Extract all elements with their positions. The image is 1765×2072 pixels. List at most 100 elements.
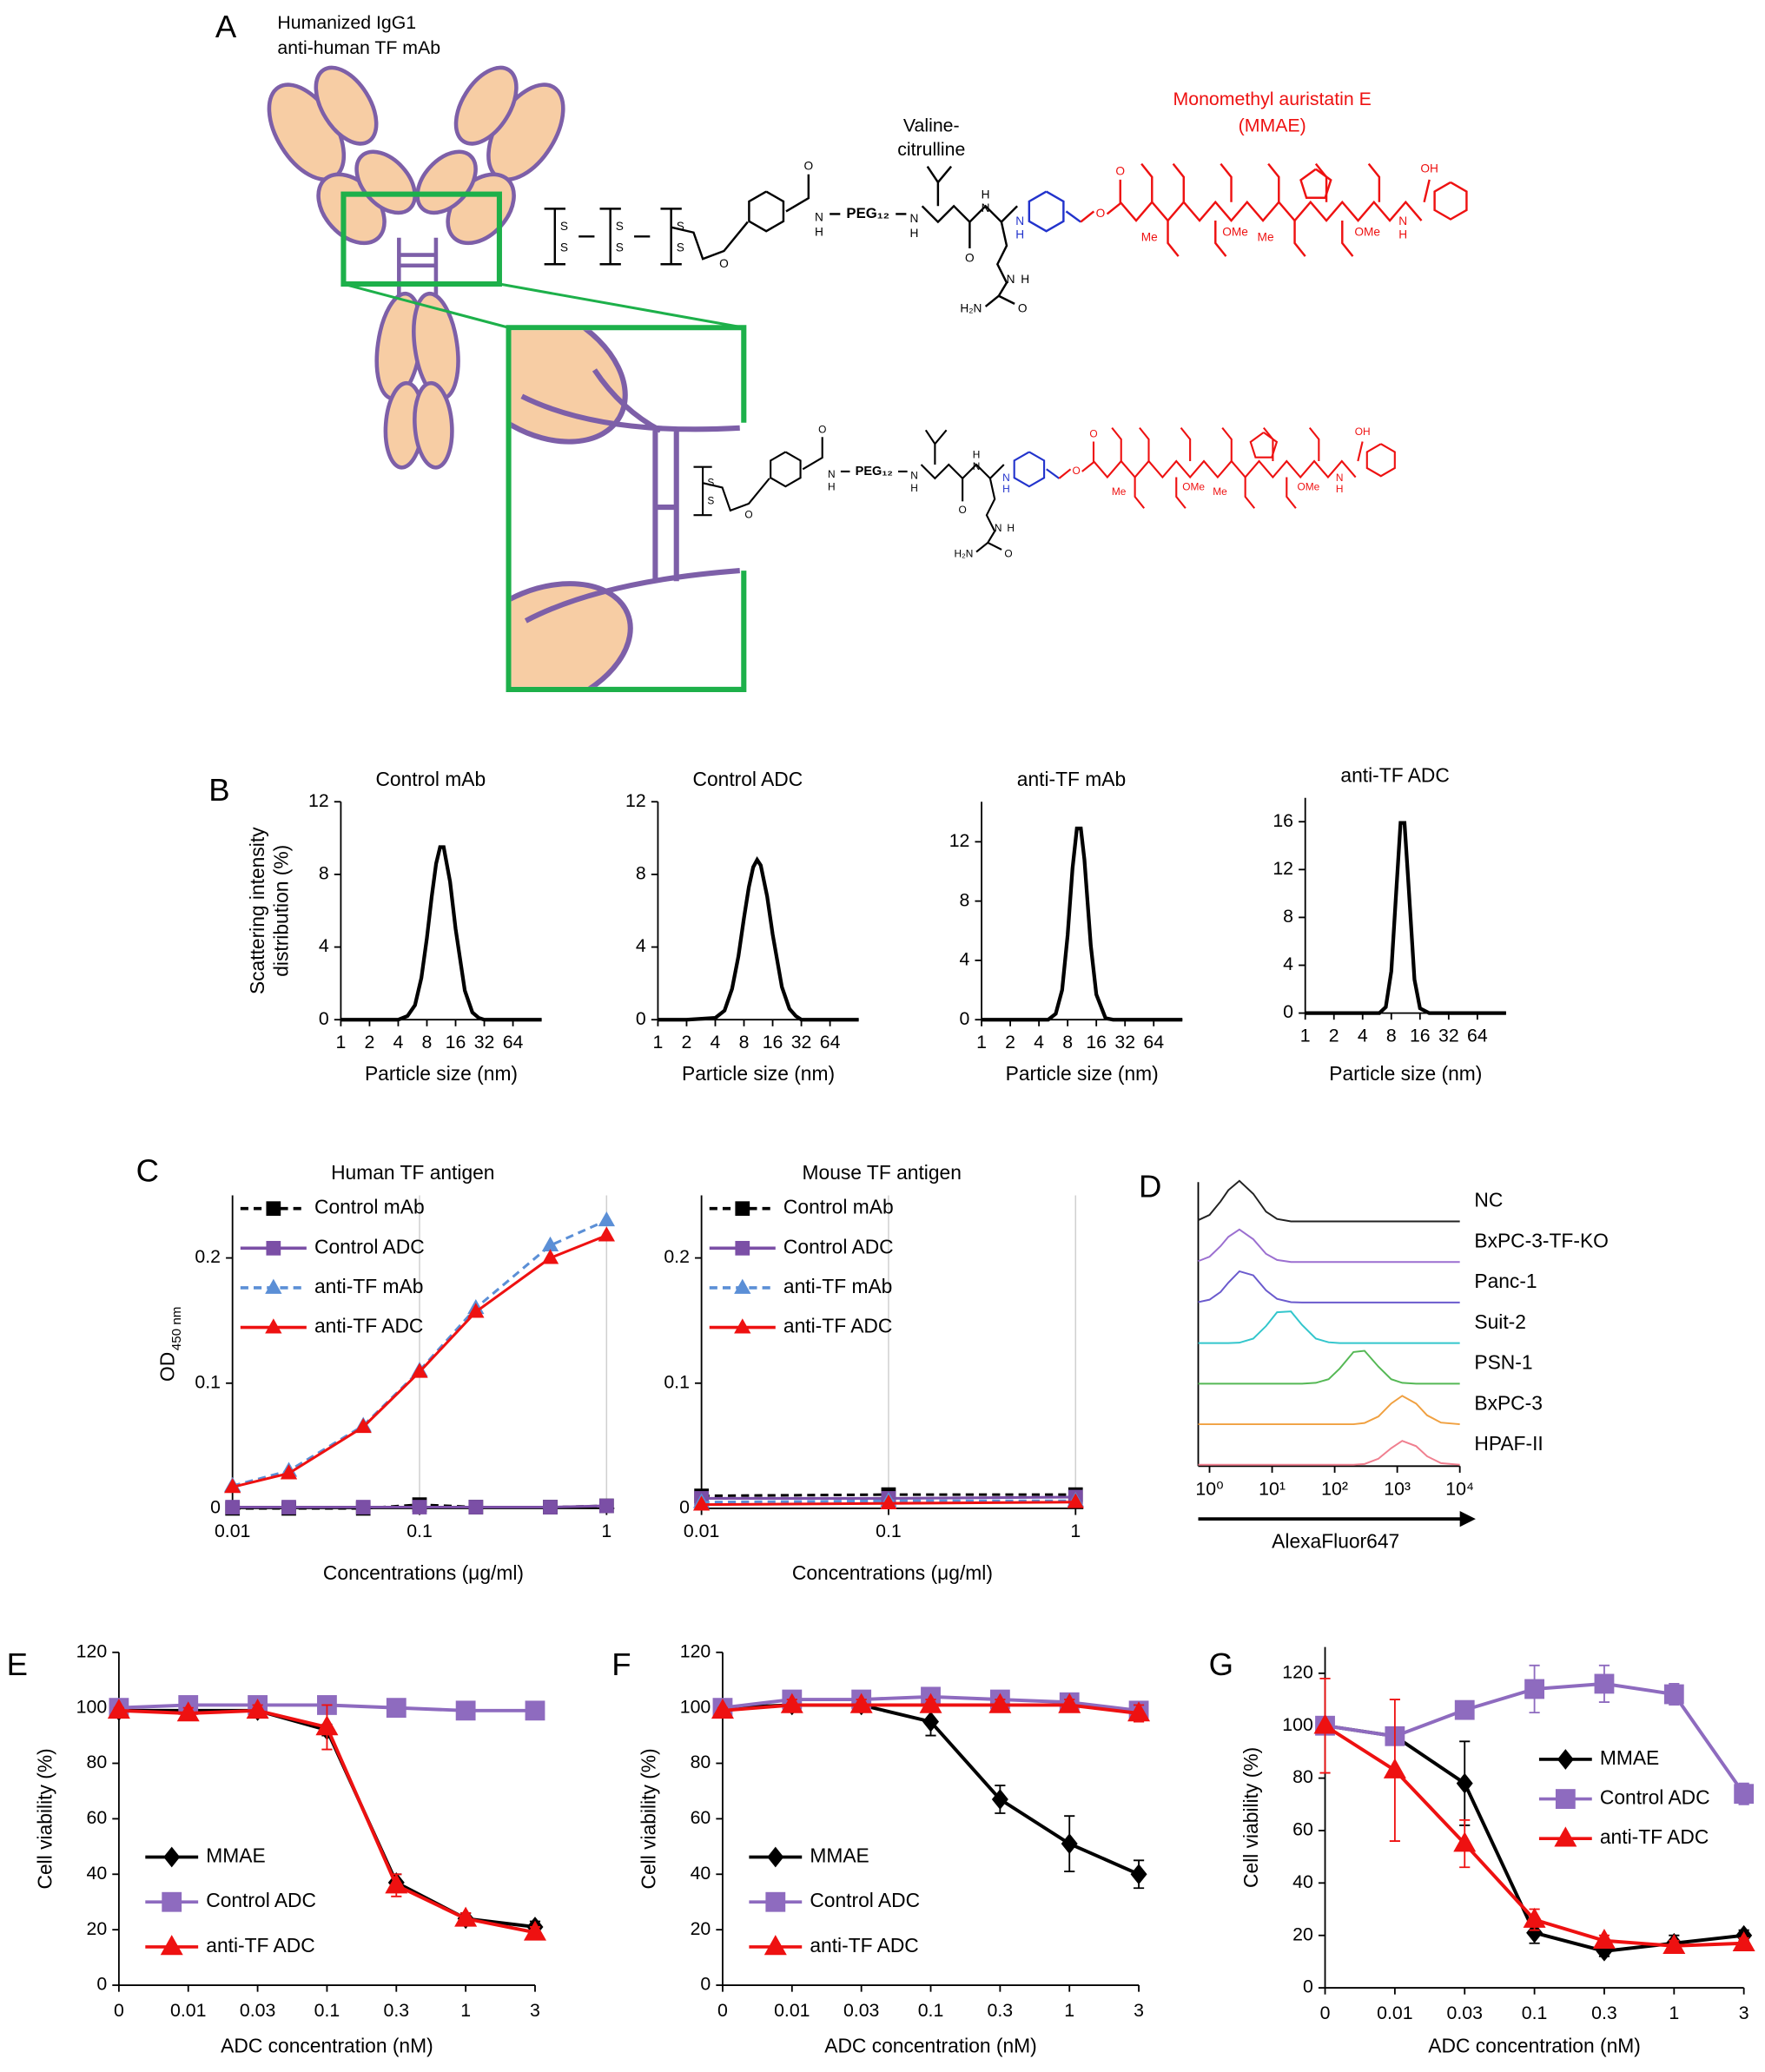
histogram-trace xyxy=(1198,1395,1460,1426)
x-tick-label: 0.3 xyxy=(383,2000,409,2021)
atom-label: O xyxy=(1073,465,1081,477)
x-tick-label: 0.03 xyxy=(843,2000,879,2021)
atom-label: H₂N xyxy=(955,547,974,559)
x-tick-label: 1 xyxy=(1064,2000,1074,2021)
y-axis-label: Cell viability (%) xyxy=(1239,1747,1262,1888)
y-tick-label: 8 xyxy=(1283,906,1293,927)
marker xyxy=(455,1700,476,1721)
marker xyxy=(734,1278,751,1294)
marker xyxy=(1456,1772,1473,1794)
marker xyxy=(598,1211,616,1227)
marker xyxy=(1130,1864,1147,1885)
legend-label: Control ADC xyxy=(1600,1786,1710,1809)
legend-label: Control mAb xyxy=(783,1196,894,1218)
marker xyxy=(107,1699,130,1719)
domain xyxy=(413,380,454,470)
bond xyxy=(985,478,996,544)
chart: 0 20 40 60 80 100 120 0 0.01 0.03 0.1 0.3 1 3 ADC conc… xyxy=(33,1640,547,2057)
bond xyxy=(1220,162,1233,202)
histogram-label: Panc-1 xyxy=(1474,1270,1537,1292)
atom-label: O xyxy=(959,504,967,516)
x-tick-label: 0.1 xyxy=(1522,2003,1548,2023)
x-axis-label: Concentrations (μg/ml) xyxy=(323,1561,524,1584)
marker xyxy=(315,1715,339,1736)
chart-title: anti-TF ADC xyxy=(1340,763,1449,786)
y-axis-label: distribution (%) xyxy=(270,845,293,977)
x-tick-label: 1 xyxy=(601,1521,611,1541)
atom-label: N xyxy=(1398,214,1407,228)
y-tick-label: 0 xyxy=(960,1008,970,1029)
x-tick-label: 0.3 xyxy=(988,2000,1014,2021)
y-tick-label: 0.2 xyxy=(195,1246,221,1267)
marker xyxy=(767,1846,784,1868)
y-tick-label: 20 xyxy=(1292,1924,1313,1944)
x-axis-label: ADC concentration (nM) xyxy=(1428,2035,1641,2057)
x-tick-label: 3 xyxy=(1134,2000,1144,2021)
x-tick-label: 32 xyxy=(791,1032,812,1052)
marker xyxy=(765,1891,786,1912)
zoom xyxy=(340,191,747,693)
panel-label: B xyxy=(208,772,229,808)
marker xyxy=(849,1693,873,1713)
bond xyxy=(1175,477,1187,509)
atom-label: OH xyxy=(1420,162,1438,175)
histogram-trace xyxy=(1198,1179,1460,1223)
histogram-trace xyxy=(1198,1310,1460,1344)
marker xyxy=(1732,1930,1755,1952)
legend-label: anti-TF ADC xyxy=(314,1315,423,1337)
y-tick-label: 0.1 xyxy=(664,1371,690,1392)
x-tick-label: 8 xyxy=(1062,1032,1073,1052)
x-tick-label: 4 xyxy=(393,1032,404,1052)
histogram-trace xyxy=(1198,1270,1460,1303)
bond xyxy=(785,174,810,213)
marker xyxy=(1383,1758,1406,1778)
x-tick-label: 1 xyxy=(335,1032,346,1052)
antibody xyxy=(267,65,565,470)
y-tick-label: 40 xyxy=(691,1863,711,1884)
legend-label: MMAE xyxy=(1600,1746,1659,1769)
x-tick-label: 0.03 xyxy=(1447,2003,1483,2023)
x-tick-label: 4 xyxy=(1358,1026,1368,1046)
legend-label: Control ADC xyxy=(206,1889,316,1911)
y-tick-label: 0 xyxy=(679,1497,690,1518)
atom-label: N xyxy=(815,211,823,224)
y-axis-label: Cell viability (%) xyxy=(1239,1747,1262,1888)
histogram-trace xyxy=(1198,1440,1460,1466)
bond xyxy=(802,437,823,471)
marker xyxy=(467,1303,485,1318)
marker xyxy=(224,1478,241,1494)
atom-label: H xyxy=(1002,483,1010,495)
marker xyxy=(988,1693,1012,1713)
y-axis-label: Cell viability (%) xyxy=(33,1748,56,1889)
atom-label: S xyxy=(616,220,624,233)
marker xyxy=(541,1249,559,1264)
domain xyxy=(314,65,379,146)
legend-label: anti-TF ADC xyxy=(810,1934,918,1957)
series-line xyxy=(340,845,542,1022)
bond xyxy=(1065,210,1081,223)
x-tick-label: 10³ xyxy=(1384,1478,1411,1499)
bond xyxy=(926,166,940,207)
chain xyxy=(1119,200,1423,222)
atom-label: PEG₁₂ xyxy=(846,205,889,221)
x-axis-label: Particle size (nm) xyxy=(682,1062,835,1085)
ring xyxy=(1299,168,1332,199)
marker xyxy=(355,1500,371,1514)
chain xyxy=(520,368,740,624)
y-tick-label: 0 xyxy=(700,1974,711,1995)
atom-label: N xyxy=(910,212,919,225)
x-tick-label: 3 xyxy=(1739,2003,1749,2023)
y-tick-label: 8 xyxy=(636,863,646,884)
marker xyxy=(411,1363,428,1378)
ring xyxy=(1013,451,1046,488)
atom-label: S xyxy=(677,220,684,233)
y-tick-label: 8 xyxy=(319,863,329,884)
marker xyxy=(764,1935,787,1956)
marker xyxy=(880,1494,897,1510)
x-tick-label: 8 xyxy=(1386,1026,1397,1046)
y-tick-label: 12 xyxy=(949,830,970,851)
atom-label: O xyxy=(804,159,814,172)
